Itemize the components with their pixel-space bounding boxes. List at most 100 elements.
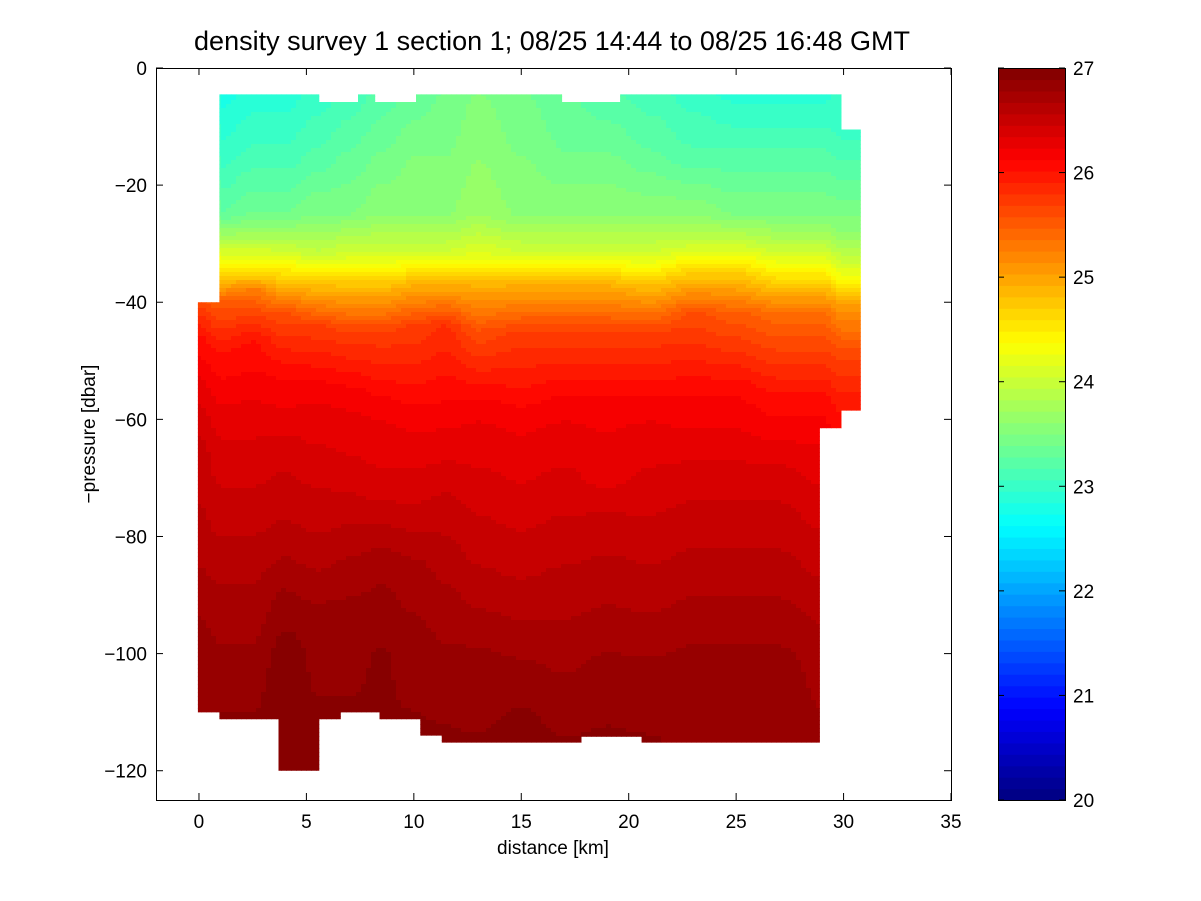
density-cell bbox=[331, 428, 337, 433]
density-cell bbox=[251, 124, 257, 129]
density-cell bbox=[291, 364, 297, 369]
density-cell bbox=[206, 724, 212, 729]
density-cell bbox=[316, 144, 322, 149]
density-cell bbox=[316, 632, 322, 637]
density-cell bbox=[321, 264, 327, 269]
density-cell bbox=[266, 328, 272, 333]
density-cell bbox=[221, 232, 227, 237]
density-cell bbox=[291, 92, 297, 97]
density-cell bbox=[201, 772, 207, 777]
density-cell bbox=[256, 448, 262, 453]
density-cell bbox=[221, 600, 227, 605]
density-cell bbox=[331, 524, 337, 529]
density-cell bbox=[266, 360, 272, 365]
density-cell bbox=[251, 356, 257, 361]
density-cell bbox=[271, 656, 277, 661]
density-cell bbox=[206, 116, 212, 121]
density-cell bbox=[311, 340, 317, 345]
density-cell bbox=[331, 108, 337, 113]
density-cell bbox=[326, 412, 332, 417]
density-cell bbox=[336, 580, 342, 585]
density-cell bbox=[211, 84, 217, 89]
density-cell bbox=[281, 304, 287, 309]
density-cell bbox=[271, 628, 277, 633]
density-cell bbox=[236, 200, 242, 205]
density-cell bbox=[221, 504, 227, 509]
density-cell bbox=[296, 168, 302, 173]
density-cell bbox=[301, 264, 307, 269]
density-cell bbox=[261, 700, 267, 705]
density-cell bbox=[311, 648, 317, 653]
density-cell bbox=[281, 176, 287, 181]
density-cell bbox=[316, 220, 322, 225]
density-cell bbox=[211, 708, 217, 713]
density-cell bbox=[226, 464, 232, 469]
density-cell bbox=[291, 200, 297, 205]
density-cell bbox=[336, 200, 342, 205]
density-cell bbox=[216, 396, 222, 401]
density-cell bbox=[246, 720, 252, 725]
density-cell bbox=[286, 624, 292, 629]
density-cell bbox=[211, 156, 217, 161]
density-cell bbox=[216, 544, 222, 549]
density-cell bbox=[271, 284, 277, 289]
density-cell bbox=[211, 120, 217, 125]
density-cell bbox=[231, 440, 237, 445]
density-cell bbox=[221, 220, 227, 225]
density-cell bbox=[231, 208, 237, 213]
density-cell bbox=[236, 476, 242, 481]
density-cell bbox=[226, 588, 232, 593]
density-cell bbox=[236, 600, 242, 605]
density-cell bbox=[281, 436, 287, 441]
density-cell bbox=[321, 584, 327, 589]
density-cell bbox=[211, 436, 217, 441]
density-cell bbox=[316, 348, 322, 353]
density-cell bbox=[296, 468, 302, 473]
density-cell bbox=[326, 676, 332, 681]
density-cell bbox=[261, 400, 267, 405]
density-cell bbox=[306, 496, 312, 501]
density-cell bbox=[261, 732, 267, 737]
density-cell bbox=[216, 200, 222, 205]
density-cell bbox=[236, 748, 242, 753]
density-cell bbox=[261, 564, 267, 569]
density-cell bbox=[291, 96, 297, 101]
density-cell bbox=[256, 116, 262, 121]
density-cell bbox=[221, 648, 227, 653]
density-cell bbox=[236, 772, 242, 777]
density-cell bbox=[336, 616, 342, 621]
density-cell bbox=[291, 216, 297, 221]
density-cell bbox=[206, 644, 212, 649]
density-cell bbox=[261, 104, 267, 109]
density-cell bbox=[306, 440, 312, 445]
density-cell bbox=[306, 88, 312, 93]
density-cell bbox=[276, 384, 282, 389]
density-cell bbox=[306, 688, 312, 693]
density-cell bbox=[216, 92, 222, 97]
density-cell bbox=[326, 752, 332, 757]
density-cell bbox=[331, 652, 337, 657]
density-cell bbox=[206, 308, 212, 313]
density-cell bbox=[276, 228, 282, 233]
density-cell bbox=[291, 572, 297, 577]
density-cell bbox=[261, 576, 267, 581]
density-cell bbox=[216, 700, 222, 705]
density-cell bbox=[276, 216, 282, 221]
density-cell bbox=[266, 388, 272, 393]
density-cell bbox=[211, 276, 217, 281]
density-cell bbox=[241, 332, 247, 337]
density-cell bbox=[321, 640, 327, 645]
density-cell bbox=[301, 100, 307, 105]
density-cell bbox=[221, 468, 227, 473]
density-cell bbox=[206, 328, 212, 333]
density-cell bbox=[311, 480, 317, 485]
density-cell bbox=[311, 408, 317, 413]
density-cell bbox=[301, 768, 307, 773]
density-cell bbox=[336, 112, 342, 117]
density-cell bbox=[236, 124, 242, 129]
density-cell bbox=[236, 388, 242, 393]
density-cell bbox=[216, 248, 222, 253]
density-cell bbox=[296, 392, 302, 397]
density-cell bbox=[276, 624, 282, 629]
density-cell bbox=[266, 396, 272, 401]
